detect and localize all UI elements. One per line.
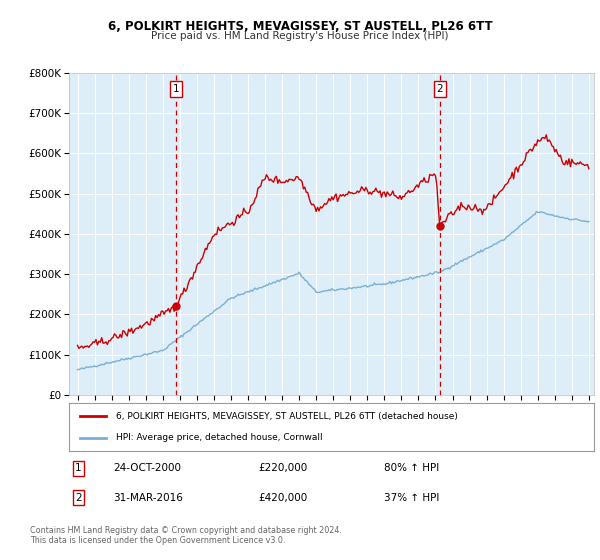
Text: 1: 1 xyxy=(173,84,179,94)
Text: 37% ↑ HPI: 37% ↑ HPI xyxy=(384,493,439,503)
Text: 24-OCT-2000: 24-OCT-2000 xyxy=(113,463,182,473)
Text: 6, POLKIRT HEIGHTS, MEVAGISSEY, ST AUSTELL, PL26 6TT: 6, POLKIRT HEIGHTS, MEVAGISSEY, ST AUSTE… xyxy=(107,20,493,32)
Text: 1: 1 xyxy=(75,463,82,473)
Text: 6, POLKIRT HEIGHTS, MEVAGISSEY, ST AUSTELL, PL26 6TT (detached house): 6, POLKIRT HEIGHTS, MEVAGISSEY, ST AUSTE… xyxy=(116,412,458,421)
Text: 80% ↑ HPI: 80% ↑ HPI xyxy=(384,463,439,473)
Text: This data is licensed under the Open Government Licence v3.0.: This data is licensed under the Open Gov… xyxy=(30,536,286,545)
Text: 31-MAR-2016: 31-MAR-2016 xyxy=(113,493,184,503)
Text: Contains HM Land Registry data © Crown copyright and database right 2024.: Contains HM Land Registry data © Crown c… xyxy=(30,526,342,535)
Text: 2: 2 xyxy=(436,84,443,94)
Text: £420,000: £420,000 xyxy=(258,493,307,503)
Text: Price paid vs. HM Land Registry's House Price Index (HPI): Price paid vs. HM Land Registry's House … xyxy=(151,31,449,41)
Text: 2: 2 xyxy=(75,493,82,503)
Text: HPI: Average price, detached house, Cornwall: HPI: Average price, detached house, Corn… xyxy=(116,433,323,442)
Text: £220,000: £220,000 xyxy=(258,463,307,473)
